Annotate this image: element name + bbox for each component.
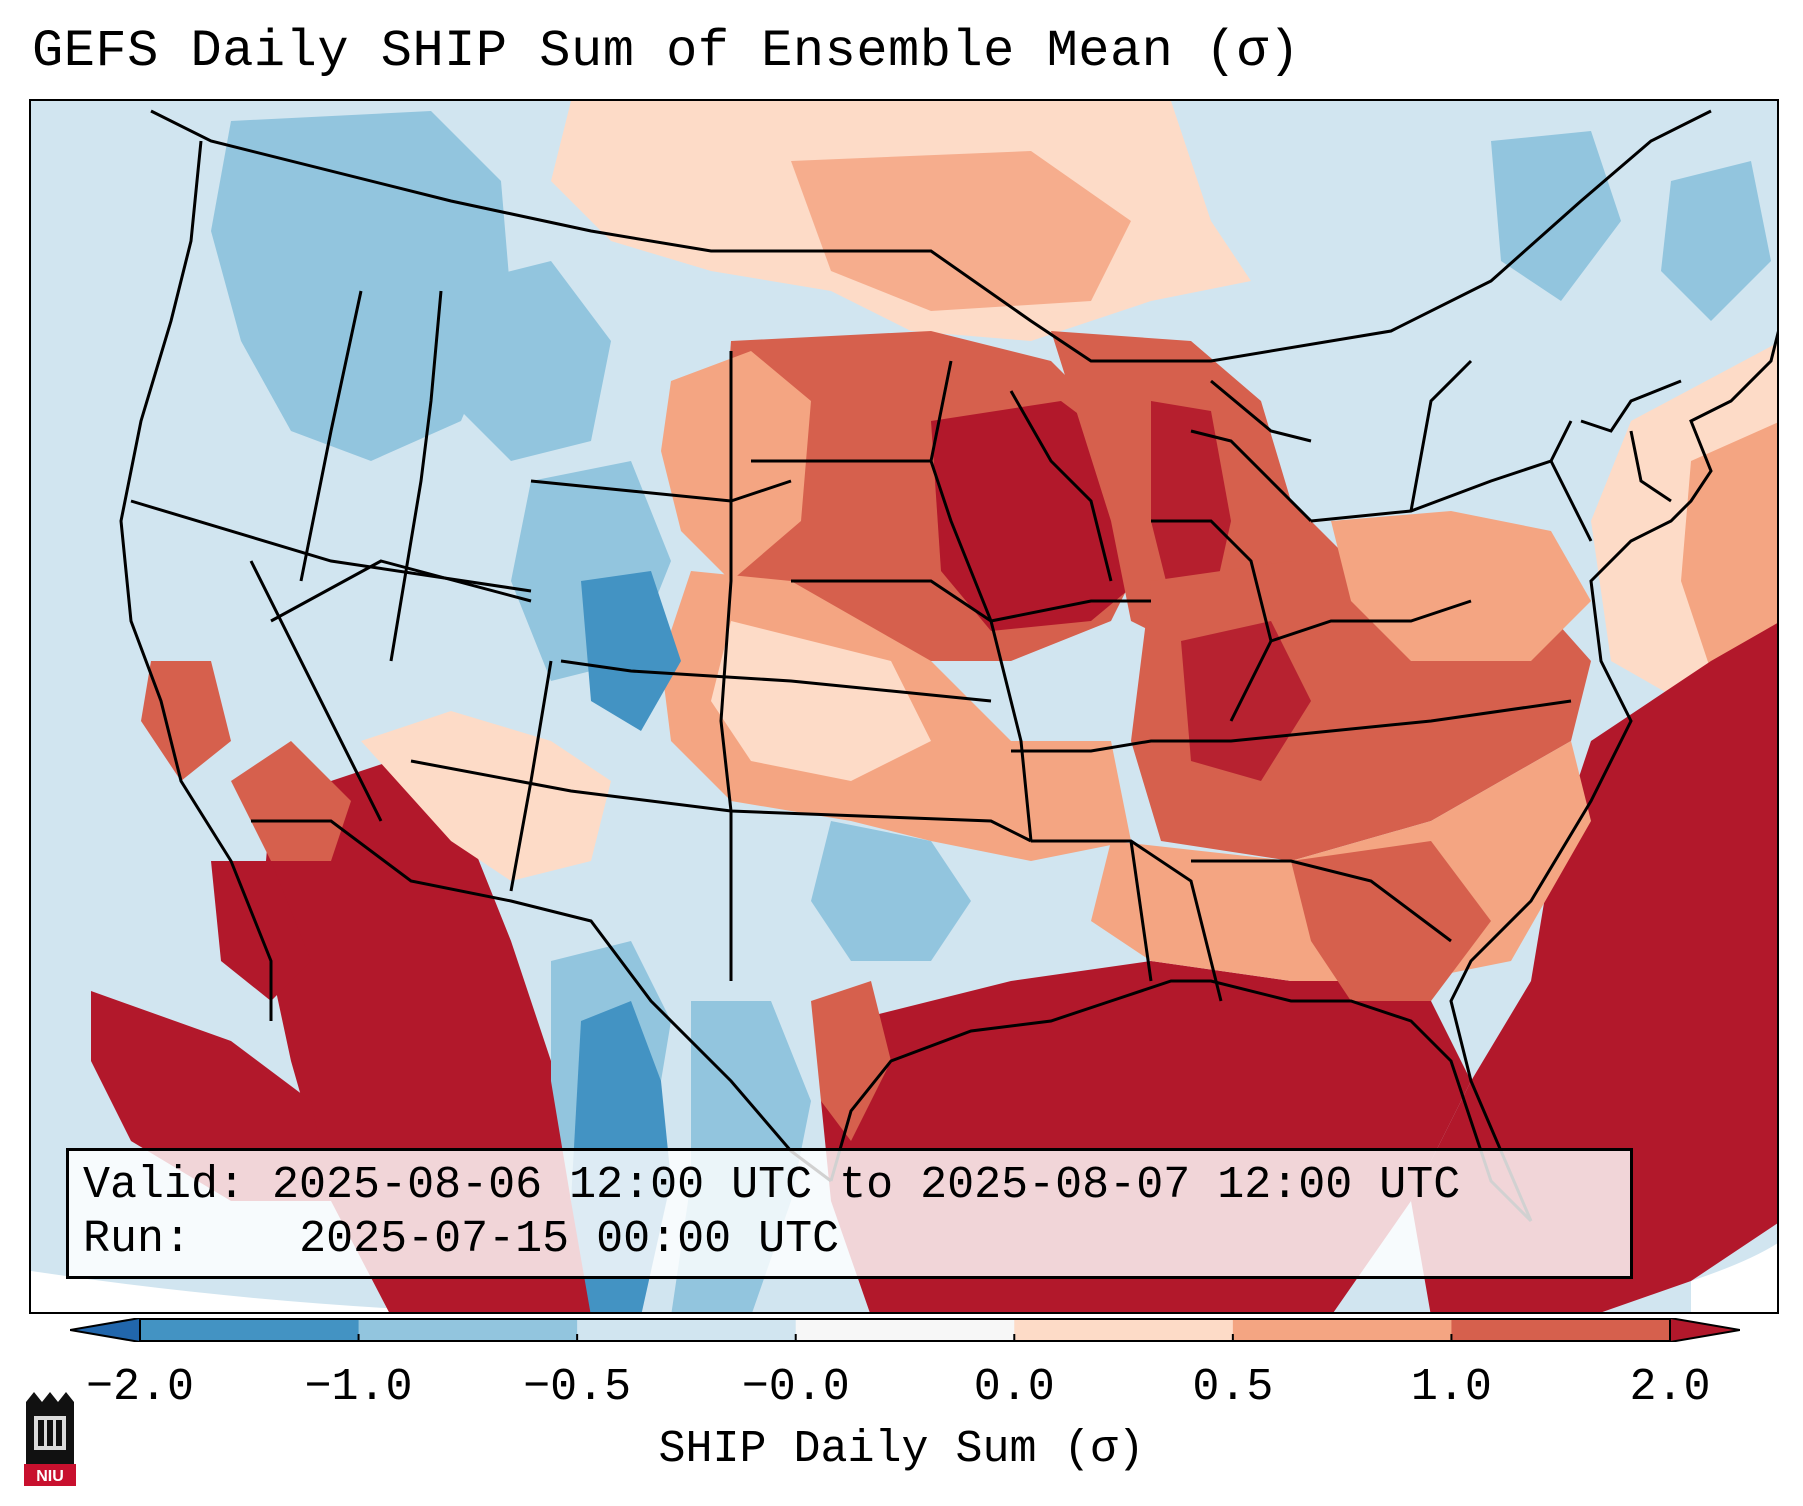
- colorbar-segment: [358, 1318, 578, 1342]
- map-canvas: [31, 101, 1777, 1312]
- colorbar-tick-label: 0.0: [973, 1362, 1055, 1413]
- niu-logo-banner: [24, 1464, 76, 1486]
- projection-edge: [31, 1271, 463, 1312]
- colorbar-segment: [1451, 1318, 1671, 1342]
- run-line: Run: 2025-07-15 00:00 UTC: [83, 1213, 1630, 1267]
- anomaly-region-colorado: [581, 571, 681, 731]
- colorbar: [69, 1316, 1741, 1344]
- valid-value: 2025-08-06 12:00 UTC to 2025-08-07 12:00…: [272, 1160, 1461, 1211]
- colorbar-segment: [140, 1318, 360, 1342]
- map-panel: [29, 99, 1779, 1314]
- niu-logo: NIU: [24, 1392, 76, 1486]
- colorbar-tick-label: −0.5: [523, 1362, 632, 1413]
- colorbar-segment: [577, 1318, 797, 1342]
- colorbar-tick-label: −0.0: [741, 1362, 850, 1413]
- run-value: 2025-07-15 00:00 UTC: [299, 1214, 840, 1265]
- colorbar-extension-low: [69, 1316, 141, 1344]
- colorbar-svg: [69, 1316, 1741, 1344]
- colorbar-extension-high: [1669, 1316, 1741, 1344]
- colorbar-segment: [1014, 1318, 1234, 1342]
- chart-title: GEFS Daily SHIP Sum of Ensemble Mean (σ): [32, 22, 1301, 81]
- gulf-coast: [829, 979, 1533, 1223]
- niu-logo-text: NIU: [36, 1468, 64, 1485]
- run-label: Run:: [83, 1214, 192, 1265]
- political-boundaries: [119, 109, 1777, 1223]
- us-mexico-border: [251, 819, 832, 1183]
- colorbar-segment: [1232, 1318, 1452, 1342]
- colorbar-ticks: −2.0 −1.0 −0.5 −0.0 0.0 0.5 1.0 2.0: [0, 1362, 1803, 1418]
- west-coast: [119, 140, 273, 1021]
- valid-label: Valid:: [83, 1160, 246, 1211]
- valid-line: Valid: 2025-08-06 12:00 UTC to 2025-08-0…: [83, 1159, 1630, 1213]
- colorbar-tick-label: −2.0: [85, 1362, 195, 1413]
- colorbar-label: SHIP Daily Sum (σ): [658, 1424, 1145, 1475]
- valid-time-box: Valid: 2025-08-06 12:00 UTC to 2025-08-0…: [66, 1148, 1633, 1279]
- colorbar-tick-label: −1.0: [304, 1362, 413, 1413]
- colorbar-tick-label: 2.0: [1629, 1362, 1711, 1413]
- anomaly-region-atlantic: [1411, 623, 1777, 1312]
- colorbar-tick-label: 0.5: [1192, 1362, 1274, 1413]
- colorbar-border: [139, 1318, 1671, 1342]
- colorbar-tick-label: 1.0: [1410, 1362, 1492, 1413]
- us-canada-border: [150, 109, 1712, 363]
- east-coast: [1449, 330, 1777, 1222]
- colorbar-segment: [795, 1318, 1015, 1342]
